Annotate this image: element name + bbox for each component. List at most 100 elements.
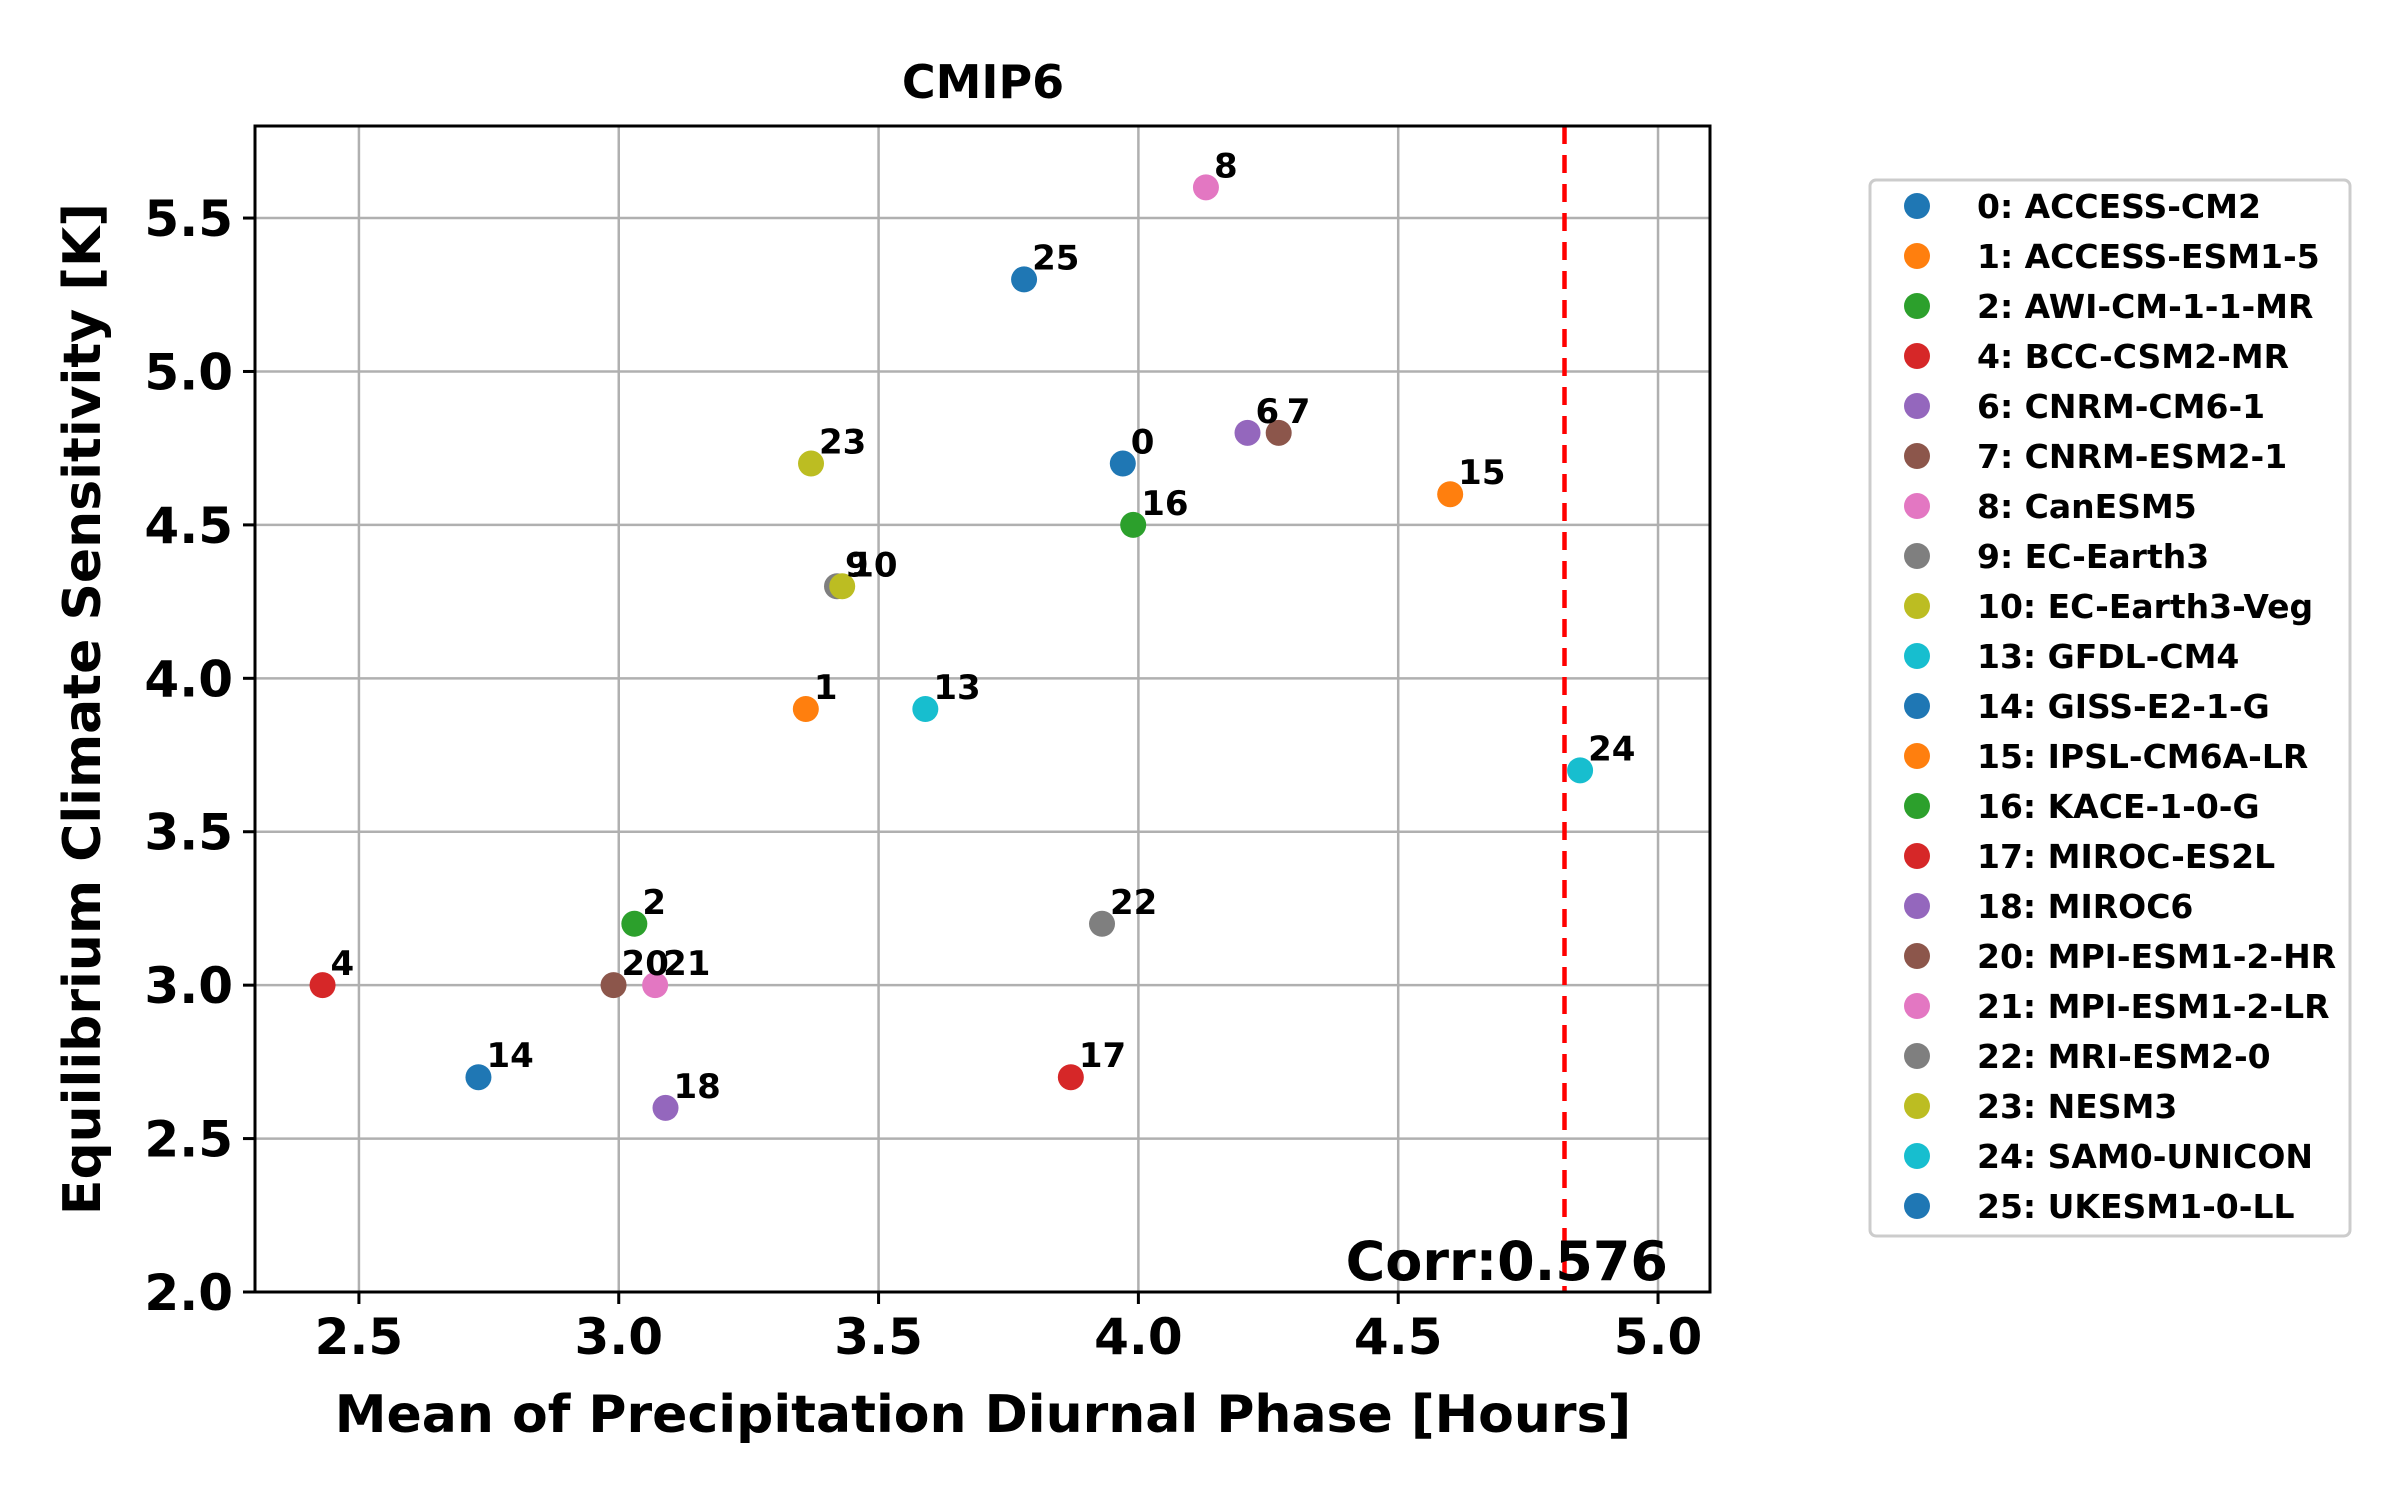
legend-marker-14 bbox=[1904, 693, 1930, 719]
point-label-15: 15 bbox=[1458, 453, 1505, 493]
point-label-7: 7 bbox=[1287, 392, 1311, 432]
data-point-8 bbox=[1192, 174, 1219, 201]
legend-marker-22 bbox=[1904, 1043, 1930, 1069]
legend-marker-16 bbox=[1904, 793, 1930, 819]
point-label-4: 4 bbox=[331, 944, 355, 984]
point-label-23: 23 bbox=[819, 423, 866, 463]
point-label-25: 25 bbox=[1032, 238, 1079, 278]
legend-label-6: 6: CNRM-CM6-1 bbox=[1977, 387, 2265, 426]
data-point-20 bbox=[600, 972, 627, 999]
data-point-13 bbox=[912, 696, 939, 722]
x-tick-label: 3.5 bbox=[834, 1308, 923, 1366]
legend: 0: ACCESS-CM2 1: ACCESS-ESM1-5 2: AWI-CM-1… bbox=[1868, 178, 2352, 1238]
legend-label-14: 14: GISS-E2-1-G bbox=[1977, 687, 2270, 726]
legend-label-4: 4: BCC-CSM2-MR bbox=[1977, 337, 2289, 376]
data-point-24 bbox=[1567, 757, 1594, 784]
point-label-14: 14 bbox=[486, 1036, 533, 1076]
y-axis-ticks: 2.0 2.5 3.0 3.5 4.0 4.5 5.0 5.5 bbox=[144, 190, 255, 1322]
legend-label-13: 13: GFDL-CM4 bbox=[1977, 637, 2239, 676]
y-tick-label: 2.0 bbox=[144, 1264, 233, 1322]
data-point-16 bbox=[1120, 511, 1147, 538]
point-label-8: 8 bbox=[1214, 146, 1238, 186]
x-tick-label: 5.0 bbox=[1614, 1308, 1703, 1366]
legend-label-1: 1: ACCESS-ESM1-5 bbox=[1977, 237, 2320, 276]
legend-marker-7 bbox=[1904, 443, 1930, 469]
x-axis-title: Mean of Precipitation Diurnal Phase [Hou… bbox=[335, 1385, 1632, 1445]
legend-marker-13 bbox=[1904, 643, 1930, 669]
y-tick-label: 5.0 bbox=[144, 343, 233, 401]
data-point-23 bbox=[798, 450, 825, 477]
legend-label-9: 9: EC-Earth3 bbox=[1977, 537, 2209, 576]
legend-label-21: 21: MPI-ESM1-2-LR bbox=[1977, 987, 2330, 1026]
data-point-25 bbox=[1011, 266, 1038, 293]
data-point-21 bbox=[642, 972, 669, 999]
y-axis-title: Equilibrium Climate Sensitivity [K] bbox=[53, 203, 113, 1215]
data-point-6 bbox=[1234, 419, 1261, 446]
x-tick-label: 2.5 bbox=[315, 1308, 404, 1366]
y-tick-label: 3.0 bbox=[144, 957, 233, 1015]
legend-label-15: 15: IPSL-CM6A-LR bbox=[1977, 737, 2308, 776]
legend-marker-9 bbox=[1904, 543, 1930, 569]
plot-frame bbox=[253, 124, 1712, 1294]
legend-marker-25 bbox=[1904, 1193, 1930, 1219]
point-label-6: 6 bbox=[1256, 392, 1280, 432]
legend-box bbox=[1868, 178, 2352, 1238]
legend-marker-15 bbox=[1904, 743, 1930, 769]
point-label-0: 0 bbox=[1131, 423, 1155, 463]
y-tick-label: 5.5 bbox=[144, 190, 233, 248]
legend-marker-18 bbox=[1904, 893, 1930, 919]
legend-label-23: 23: NESM3 bbox=[1977, 1087, 2177, 1126]
x-tick-label: 3.0 bbox=[574, 1308, 663, 1366]
legend-label-2: 2: AWI-CM-1-1-MR bbox=[1977, 287, 2313, 326]
legend-label-10: 10: EC-Earth3-Veg bbox=[1977, 587, 2313, 626]
legend-label-17: 17: MIROC-ES2L bbox=[1977, 837, 2275, 876]
legend-marker-0 bbox=[1904, 193, 1930, 219]
point-label-10: 10 bbox=[850, 545, 897, 585]
legend-label-7: 7: CNRM-ESM2-1 bbox=[1977, 437, 2287, 476]
legend-marker-20 bbox=[1904, 943, 1930, 969]
data-point-0 bbox=[1109, 450, 1136, 477]
legend-label-0: 0: ACCESS-CM2 bbox=[1977, 187, 2261, 226]
data-point-10 bbox=[829, 573, 856, 600]
legend-marker-4 bbox=[1904, 343, 1930, 369]
data-point-22 bbox=[1089, 910, 1116, 937]
legend-label-24: 24: SAM0-UNICON bbox=[1977, 1137, 2313, 1176]
point-label-20: 20 bbox=[622, 944, 669, 984]
correlation-annotation: Corr:0.576 bbox=[1346, 1230, 1668, 1293]
legend-marker-8 bbox=[1904, 493, 1930, 519]
data-point-1 bbox=[792, 696, 819, 722]
point-label-13: 13 bbox=[933, 668, 980, 708]
legend-label-18: 18: MIROC6 bbox=[1977, 887, 2193, 926]
data-points bbox=[309, 174, 1594, 1121]
data-point-7 bbox=[1265, 419, 1292, 446]
data-point-14 bbox=[465, 1064, 492, 1091]
point-label-1: 1 bbox=[814, 668, 838, 708]
point-label-18: 18 bbox=[674, 1067, 721, 1107]
legend-marker-1 bbox=[1904, 243, 1930, 269]
point-label-17: 17 bbox=[1079, 1036, 1126, 1076]
legend-marker-10 bbox=[1904, 593, 1930, 619]
legend-marker-23 bbox=[1904, 1093, 1930, 1119]
data-point-4 bbox=[309, 972, 336, 999]
data-point-2 bbox=[621, 910, 648, 937]
y-tick-label: 4.0 bbox=[144, 650, 233, 708]
legend-label-8: 8: CanESM5 bbox=[1977, 487, 2197, 526]
x-tick-label: 4.0 bbox=[1094, 1308, 1183, 1366]
legend-marker-24 bbox=[1904, 1143, 1930, 1169]
x-tick-label: 4.5 bbox=[1354, 1308, 1443, 1366]
grid-lines bbox=[255, 126, 1710, 1294]
chart-title: CMIP6 bbox=[902, 55, 1064, 109]
point-label-21: 21 bbox=[663, 944, 710, 984]
legend-marker-2 bbox=[1904, 293, 1930, 319]
point-label-22: 22 bbox=[1110, 883, 1157, 923]
legend-label-25: 25: UKESM1-0-LL bbox=[1977, 1187, 2295, 1226]
y-tick-label: 4.5 bbox=[144, 497, 233, 555]
legend-marker-6 bbox=[1904, 393, 1930, 419]
legend-marker-21 bbox=[1904, 993, 1930, 1019]
point-label-16: 16 bbox=[1141, 484, 1188, 524]
data-point-15 bbox=[1437, 481, 1464, 508]
legend-entries: 0: ACCESS-CM2 1: ACCESS-ESM1-5 2: AWI-CM-1… bbox=[1904, 187, 2336, 1226]
